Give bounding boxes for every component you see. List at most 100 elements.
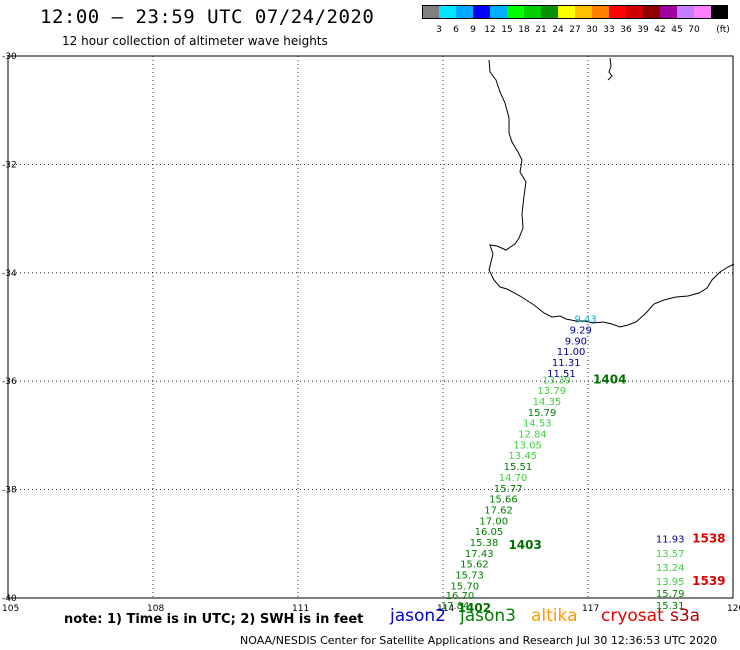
longitude-label: 108 bbox=[147, 604, 164, 614]
color-scale-tick: 9 bbox=[470, 25, 476, 35]
wave-height-value: 15.38 bbox=[470, 538, 499, 549]
map-frame bbox=[7, 55, 734, 599]
wave-height-value: 13.45 bbox=[508, 451, 537, 462]
credits-footer: NOAA/NESDIS Center for Satellite Applica… bbox=[240, 634, 718, 647]
color-scale-tick: 18 bbox=[518, 25, 530, 35]
longitude-label: 117 bbox=[582, 604, 599, 614]
color-swatch bbox=[660, 5, 677, 19]
color-swatch bbox=[592, 5, 609, 19]
color-scale-tick: 27 bbox=[569, 25, 581, 35]
wave-height-value: 14.53 bbox=[523, 419, 552, 430]
wave-height-value: 13.39 bbox=[542, 375, 571, 386]
wave-height-value: 9.29 bbox=[570, 326, 592, 337]
color-swatch bbox=[490, 5, 507, 19]
map-subtitle: 12 hour collection of altimeter wave hei… bbox=[62, 34, 328, 48]
color-swatch bbox=[524, 5, 541, 19]
units-note: note: 1) Time is in UTC; 2) SWH is in fe… bbox=[64, 612, 364, 627]
color-swatch bbox=[422, 5, 439, 19]
color-swatch bbox=[575, 5, 592, 19]
color-scale-tick: 39 bbox=[637, 25, 649, 35]
wave-height-value: 13.79 bbox=[537, 386, 566, 397]
wave-height-value: 15.66 bbox=[489, 495, 518, 506]
color-scale-tick: 45 bbox=[671, 25, 683, 35]
wave-height-value: 13.57 bbox=[656, 549, 685, 560]
wave-height-value: 12.84 bbox=[518, 430, 547, 441]
color-scale-tick: 42 bbox=[654, 25, 666, 35]
latitude-label: -30 bbox=[2, 52, 17, 62]
latitude-label: -34 bbox=[2, 269, 17, 279]
color-swatch bbox=[473, 5, 490, 19]
wave-height-value: 15.79 bbox=[656, 589, 685, 600]
satellite-legend-cryosat: cryosat bbox=[601, 606, 664, 626]
longitude-label: 114 bbox=[437, 604, 454, 614]
satellite-legend-s3a: s3a bbox=[670, 606, 701, 626]
map-title: 12:00 – 23:59 UTC 07/24/2020 bbox=[40, 6, 375, 28]
color-scale-tick: 30 bbox=[586, 25, 598, 35]
satellite-legend-jason2: jason2 bbox=[390, 606, 446, 626]
color-bar-outline bbox=[422, 5, 728, 19]
pass-time-label: 1539 bbox=[692, 574, 725, 588]
wave-height-value: 15.77 bbox=[494, 484, 523, 495]
wave-height-value: 9.90 bbox=[565, 336, 587, 347]
color-swatch bbox=[507, 5, 524, 19]
color-scale-tick: 33 bbox=[603, 25, 615, 35]
wave-height-value: 16.70 bbox=[446, 591, 475, 602]
color-scale-tick: 21 bbox=[535, 25, 547, 35]
wave-height-value: 13.24 bbox=[656, 563, 685, 574]
wave-height-value: 15.73 bbox=[455, 570, 484, 581]
wave-height-value: 11.51 bbox=[547, 369, 576, 380]
color-swatch bbox=[439, 5, 456, 19]
color-swatch bbox=[643, 5, 660, 19]
pass-time-label: 1538 bbox=[692, 532, 725, 546]
latitude-label: -36 bbox=[2, 377, 17, 387]
latitude-label: -38 bbox=[2, 486, 17, 496]
wave-height-value: 13.05 bbox=[513, 440, 542, 451]
wave-height-value: 17.84 bbox=[441, 601, 470, 612]
wave-height-value: 17.43 bbox=[465, 549, 494, 560]
color-scale-tick: 12 bbox=[484, 25, 496, 35]
pass-time-label: 1404 bbox=[593, 372, 626, 386]
color-scale-tick: 6 bbox=[453, 25, 459, 35]
wave-height-value: 15.62 bbox=[460, 560, 489, 571]
wave-height-value: 15.70 bbox=[450, 581, 479, 592]
satellite-legend-jason3: jason3 bbox=[460, 606, 516, 626]
color-swatch bbox=[694, 5, 711, 19]
wave-height-value: 11.93 bbox=[656, 535, 685, 546]
color-scale-tick: 70 bbox=[688, 25, 700, 35]
pass-time-label: 1402 bbox=[458, 601, 491, 615]
color-scale-tick: 24 bbox=[552, 25, 564, 35]
wave-height-value: 13.95 bbox=[656, 577, 685, 588]
wave-height-value: 11.31 bbox=[552, 358, 581, 369]
color-swatch bbox=[609, 5, 626, 19]
color-swatch bbox=[677, 5, 694, 19]
wave-height-value: 15.79 bbox=[528, 408, 557, 419]
longitude-label: 105 bbox=[2, 604, 19, 614]
wave-height-value: 11.00 bbox=[557, 347, 586, 358]
pass-time-label: 1403 bbox=[508, 538, 541, 552]
color-swatch bbox=[711, 5, 728, 19]
wave-height-value: 14.35 bbox=[533, 397, 562, 408]
color-scale-tick: 15 bbox=[501, 25, 513, 35]
wave-height-value: 17.62 bbox=[484, 505, 513, 516]
wave-height-value: 14.70 bbox=[499, 473, 528, 484]
wave-height-value: 15.31 bbox=[656, 601, 685, 612]
color-swatch bbox=[541, 5, 558, 19]
latitude-label: -32 bbox=[2, 160, 17, 170]
wave-height-value: 15.51 bbox=[504, 462, 533, 473]
color-swatch bbox=[626, 5, 643, 19]
wave-height-value: 9.43 bbox=[574, 315, 596, 326]
wave-height-value: 17.00 bbox=[479, 516, 508, 527]
color-swatch bbox=[558, 5, 575, 19]
latitude-label: -40 bbox=[2, 594, 17, 604]
coastline-island bbox=[607, 57, 613, 81]
satellite-legend-altika: altika bbox=[531, 606, 578, 626]
longitude-label: 111 bbox=[292, 604, 309, 614]
coastline bbox=[488, 59, 735, 328]
wave-height-value: 16.05 bbox=[475, 527, 504, 538]
color-scale-tick: 3 bbox=[436, 25, 442, 35]
color-swatch bbox=[456, 5, 473, 19]
longitude-label: 120 bbox=[727, 604, 740, 614]
color-scale-tick: 36 bbox=[620, 25, 632, 35]
color-scale-units: (ft) bbox=[716, 25, 730, 35]
